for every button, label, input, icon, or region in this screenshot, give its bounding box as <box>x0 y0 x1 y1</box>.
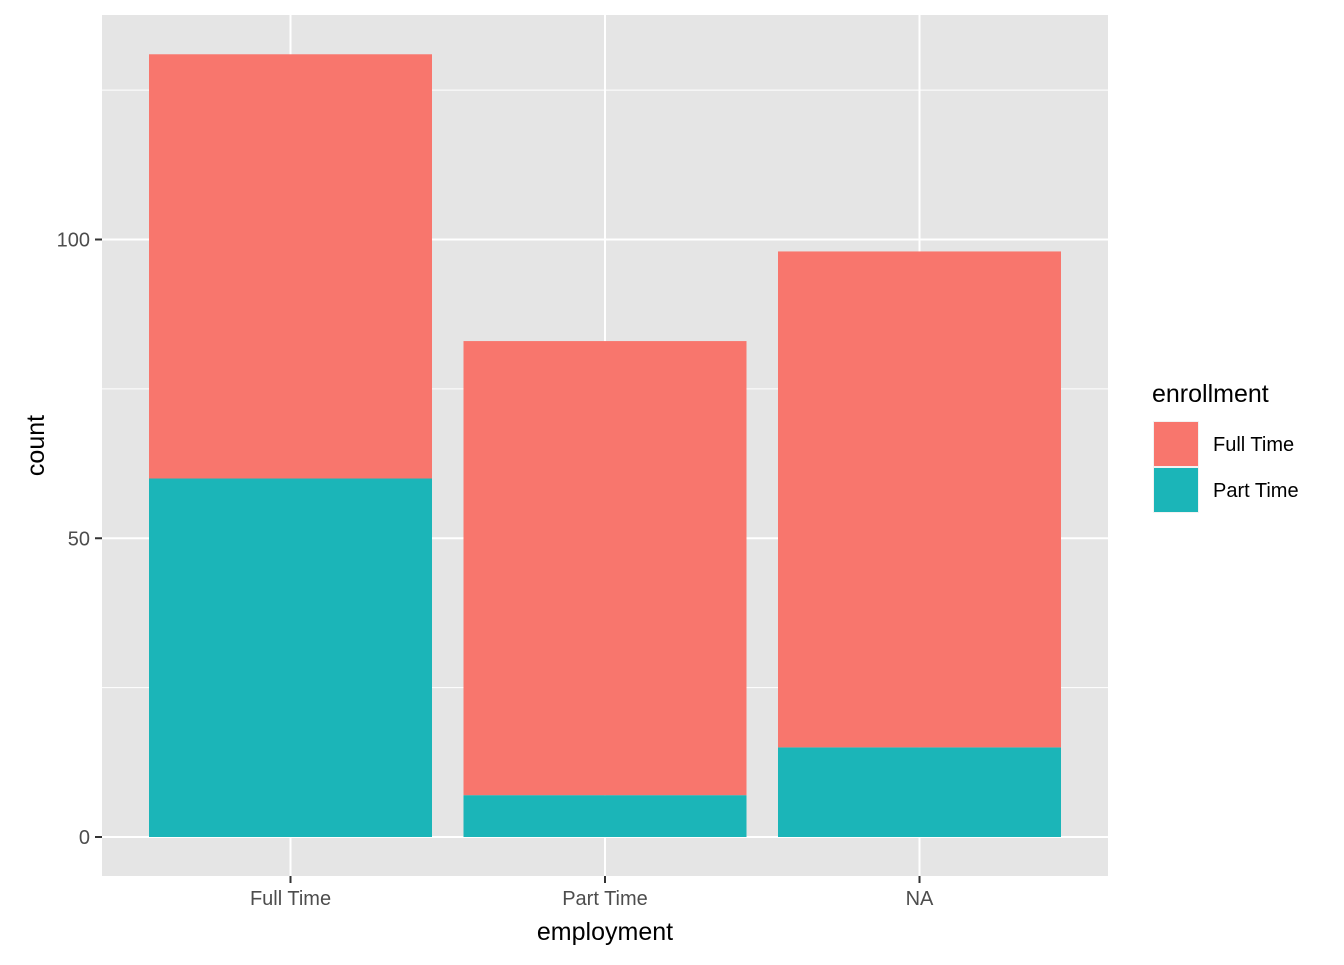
bar-part-time-full-time <box>149 478 432 837</box>
bar-full-time-na <box>778 251 1061 748</box>
x-axis: Full Time Part Time NA <box>250 876 934 910</box>
legend-label-part-time: Part Time <box>1213 480 1299 502</box>
bar-part-time-part-time <box>463 795 747 837</box>
legend-swatch-full-time <box>1154 422 1198 466</box>
legend-title: enrollment <box>1152 380 1269 408</box>
x-axis-title: employment <box>537 918 673 946</box>
legend-label-full-time: Full Time <box>1213 434 1294 456</box>
x-tick-label: NA <box>906 888 934 910</box>
bar-part-time-na <box>778 747 1061 837</box>
y-axis-title: count <box>22 415 50 476</box>
legend-swatch-part-time <box>1154 468 1198 512</box>
y-tick-label: 100 <box>57 230 90 252</box>
x-tick-label: Full Time <box>250 888 331 910</box>
y-tick-label: 0 <box>79 827 90 849</box>
x-tick-label: Part Time <box>562 888 648 910</box>
legend: enrollment Full Time Part Time <box>1152 380 1299 513</box>
y-axis: 0 50 100 <box>57 230 102 849</box>
bar-full-time-part-time <box>463 341 747 796</box>
bars-layer <box>149 54 1061 837</box>
legend-items: Full Time Part Time <box>1153 421 1299 513</box>
y-tick-label: 50 <box>68 528 90 550</box>
bar-full-time-full-time <box>149 54 432 479</box>
